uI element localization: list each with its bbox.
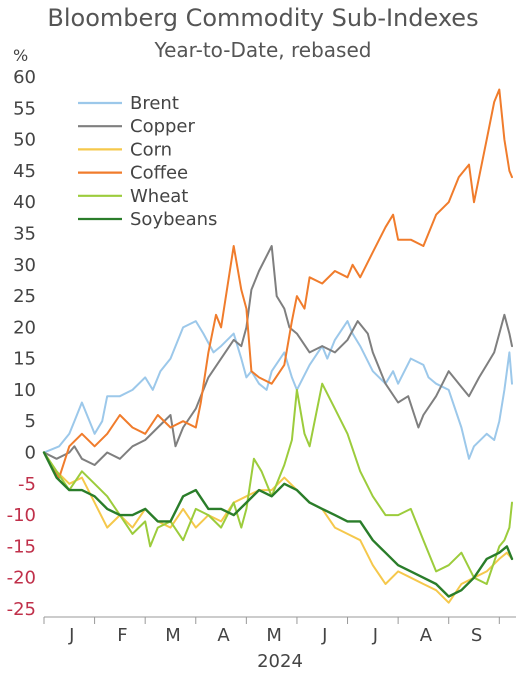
x-tick-label: M bbox=[266, 625, 282, 646]
y-tick-label: 25 bbox=[13, 286, 36, 307]
x-tick-label: J bbox=[372, 625, 378, 646]
legend-label-coffee: Coffee bbox=[130, 163, 188, 184]
x-tick-label: A bbox=[420, 625, 433, 646]
y-tick-label: 0 bbox=[25, 443, 36, 464]
y-tick-label: -20 bbox=[7, 568, 36, 589]
x-tick-label: F bbox=[117, 625, 127, 646]
y-tick-label: 10 bbox=[13, 380, 36, 401]
y-tick-label: 30 bbox=[13, 255, 36, 276]
legend-label-brent: Brent bbox=[130, 93, 179, 114]
y-tick-label: 20 bbox=[13, 317, 36, 338]
legend-label-copper: Copper bbox=[130, 116, 196, 137]
y-tick-label: -25 bbox=[7, 599, 36, 620]
x-tick-label: M bbox=[165, 625, 181, 646]
y-tick-label: -5 bbox=[18, 474, 36, 495]
y-tick-label: -15 bbox=[7, 536, 36, 557]
series-line-brent bbox=[43, 320, 513, 460]
y-tick-label: 15 bbox=[13, 349, 36, 370]
legend-label-soybeans: Soybeans bbox=[130, 209, 217, 230]
series-line-soybeans bbox=[42, 451, 514, 598]
y-tick-label: 5 bbox=[25, 411, 36, 432]
y-tick-label: 40 bbox=[13, 192, 36, 213]
x-tick-label: J bbox=[321, 625, 327, 646]
series-line-wheat bbox=[43, 382, 513, 585]
x-tick-label: J bbox=[68, 625, 74, 646]
y-tick-label: -10 bbox=[7, 505, 36, 526]
legend-label-corn: Corn bbox=[130, 139, 172, 160]
y-unit-label: % bbox=[13, 46, 28, 65]
series-layer bbox=[42, 88, 514, 604]
y-tick-label: 60 bbox=[13, 67, 36, 88]
chart-subtitle: Year-to-Date, rebased bbox=[154, 38, 372, 62]
y-tick-label: 45 bbox=[13, 161, 36, 182]
y-tick-label: 35 bbox=[13, 223, 36, 244]
y-tick-label: 50 bbox=[13, 130, 36, 151]
x-tick-label: S bbox=[471, 625, 482, 646]
series-line-coffee bbox=[43, 88, 513, 479]
x-axis-title: 2024 bbox=[257, 651, 303, 672]
axes-layer: 605550454035302520151050-5-10-15-20-25%J… bbox=[7, 46, 516, 672]
series-line-copper bbox=[43, 245, 513, 466]
series-line-corn bbox=[43, 451, 513, 604]
y-tick-label: 55 bbox=[13, 98, 36, 119]
chart-title: Bloomberg Commodity Sub-Indexes bbox=[47, 4, 479, 32]
x-tick-label: A bbox=[217, 625, 230, 646]
legend-label-wheat: Wheat bbox=[130, 186, 188, 207]
